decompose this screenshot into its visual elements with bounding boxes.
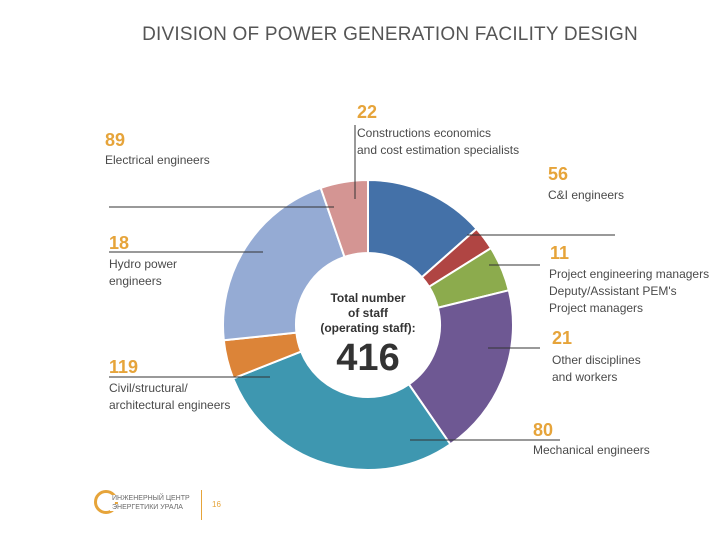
donut-slice-civil [231, 350, 452, 471]
category-label-hydro: Hydro power [109, 257, 177, 271]
value-label-construction: 22 [357, 102, 377, 122]
value-label-ci: 56 [548, 164, 568, 184]
value-label-mechanical: 80 [533, 420, 553, 440]
category-label-pm: Project engineering managers [549, 267, 709, 281]
page-number: 16 [212, 500, 221, 509]
logo-text-line-2: ЭНЕРГЕТИКИ УРАЛА [110, 504, 183, 511]
center-label: of staff [348, 306, 389, 320]
category-label-construction: Constructions economics [357, 126, 491, 140]
category-label-construction: and cost estimation specialists [357, 143, 519, 157]
category-label-pm: Project managers [549, 301, 643, 315]
center-total: 416 [336, 337, 399, 379]
category-label-civil: architectural engineers [109, 398, 230, 412]
value-label-electrical: 89 [105, 130, 125, 150]
category-label-electrical: Electrical engineers [105, 153, 210, 167]
logo-ring-icon [94, 490, 118, 514]
category-label-ci: C&I engineers [548, 188, 624, 202]
value-label-pm: 11 [550, 243, 569, 263]
category-label-hydro: engineers [109, 274, 162, 288]
value-label-hydro: 18 [109, 233, 129, 253]
center-label: (operating staff): [320, 321, 415, 335]
donut-slice-mechanical [407, 289, 514, 446]
category-label-other: Other disciplines [552, 353, 641, 367]
donut-slice-electrical [222, 186, 346, 342]
category-label-other: and workers [552, 370, 617, 384]
company-logo: ИНЖЕНЕРНЫЙ ЦЕНТР ЭНЕРГЕТИКИ УРАЛА [94, 490, 194, 520]
footer-divider [201, 490, 202, 520]
donut-slice-construction [319, 178, 369, 259]
center-label: Total number [330, 291, 405, 305]
category-label-pm: Deputy/Assistant PEM's [549, 284, 677, 298]
value-label-civil: 119 [109, 357, 138, 377]
category-label-civil: Civil/structural/ [109, 381, 188, 395]
category-label-mechanical: Mechanical engineers [533, 443, 650, 457]
page-title: DIVISION OF POWER GENERATION FACILITY DE… [142, 24, 638, 45]
value-label-other: 21 [552, 328, 572, 348]
logo-text-line-1: ИНЖЕНЕРНЫЙ ЦЕНТР [110, 495, 190, 502]
